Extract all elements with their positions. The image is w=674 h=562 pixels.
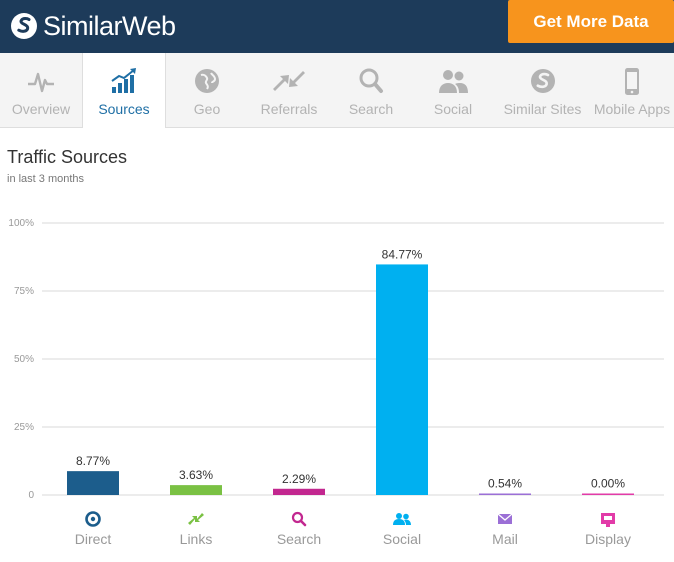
tab-geo-label: Geo xyxy=(193,101,221,117)
bar-social[interactable] xyxy=(376,264,428,495)
tab-mobile-apps[interactable]: Mobile Apps xyxy=(591,53,673,127)
bar-display[interactable] xyxy=(582,493,634,496)
category-label-links[interactable]: Links xyxy=(180,531,213,547)
y-tick-label: 25% xyxy=(14,422,34,433)
tab-overview-label: Overview xyxy=(11,101,71,117)
similarweb-logo[interactable]: SimilarWeb xyxy=(10,8,176,44)
display-ad-icon xyxy=(601,513,615,527)
phone-icon xyxy=(625,68,639,95)
tab-search[interactable]: Search xyxy=(330,53,412,127)
y-tick-label: 0 xyxy=(28,490,34,501)
similarweb-logo-icon xyxy=(11,13,37,39)
chart-grid: 0 25% 50% 75% 100% xyxy=(8,218,664,501)
people-icon xyxy=(393,513,411,525)
tab-referrals-label: Referrals xyxy=(260,101,318,117)
tab-geo[interactable]: Geo xyxy=(166,53,248,127)
chart-category-icons: Direct Links Search Social Mail Display xyxy=(75,511,631,547)
people-icon xyxy=(439,70,468,93)
section-title: Traffic Sources xyxy=(7,147,128,167)
value-label-display: 0.00% xyxy=(591,477,625,491)
category-label-display[interactable]: Display xyxy=(585,531,631,547)
category-label-search[interactable]: Search xyxy=(277,531,321,547)
tab-similar-sites[interactable]: Similar Sites xyxy=(494,53,591,127)
value-label-links: 3.63% xyxy=(179,468,213,482)
envelope-icon xyxy=(497,513,513,524)
y-tick-label: 50% xyxy=(14,354,34,365)
tab-sources[interactable]: Sources xyxy=(82,53,166,128)
section-subtitle: in last 3 months xyxy=(7,173,85,185)
bar-links[interactable] xyxy=(170,485,222,495)
chart-bars: 8.77% 3.63% 2.29% 84.77% 0.54% 0.00% xyxy=(67,247,634,495)
value-label-social: 84.77% xyxy=(382,247,423,261)
target-icon xyxy=(85,511,101,527)
value-label-search: 2.29% xyxy=(282,472,316,486)
traffic-sources-chart: 0 25% 50% 75% 100% 8.77% 3.63% 2.29% 84.77% 0.54… xyxy=(8,218,664,547)
bar-mail[interactable] xyxy=(479,493,531,496)
nav-tabs: Overview Sources Geo Referrals Search So… xyxy=(0,53,674,128)
top-bar: SimilarWeb Get More Data xyxy=(0,0,674,53)
brand-name: SimilarWeb xyxy=(43,10,176,41)
y-tick-label: 75% xyxy=(14,286,34,297)
globe-icon xyxy=(195,69,219,93)
tab-search-label: Search xyxy=(348,101,394,117)
value-label-direct: 8.77% xyxy=(76,454,110,468)
tab-social-label: Social xyxy=(433,101,473,117)
magnifier-icon xyxy=(359,68,383,93)
tab-social[interactable]: Social xyxy=(412,53,494,127)
similarweb-icon xyxy=(530,69,555,93)
magnifier-icon xyxy=(291,511,307,527)
tab-sources-label: Sources xyxy=(98,101,150,117)
link-arrows-icon xyxy=(188,513,204,525)
tab-mobile-apps-label: Mobile Apps xyxy=(593,101,671,117)
get-more-data-button[interactable]: Get More Data xyxy=(508,0,674,43)
category-label-social[interactable]: Social xyxy=(383,531,421,547)
bar-chart-icon xyxy=(111,68,136,93)
value-label-mail: 0.54% xyxy=(488,477,522,491)
bar-direct[interactable] xyxy=(67,471,119,495)
category-label-mail[interactable]: Mail xyxy=(492,531,518,547)
arrows-icon xyxy=(273,71,305,91)
pulse-icon xyxy=(28,72,54,93)
tab-similar-sites-label: Similar Sites xyxy=(503,101,582,117)
category-label-direct[interactable]: Direct xyxy=(75,531,112,547)
tab-referrals[interactable]: Referrals xyxy=(248,53,330,127)
bar-search[interactable] xyxy=(273,488,325,495)
tab-overview[interactable]: Overview xyxy=(0,53,82,127)
y-tick-label: 100% xyxy=(8,218,34,229)
